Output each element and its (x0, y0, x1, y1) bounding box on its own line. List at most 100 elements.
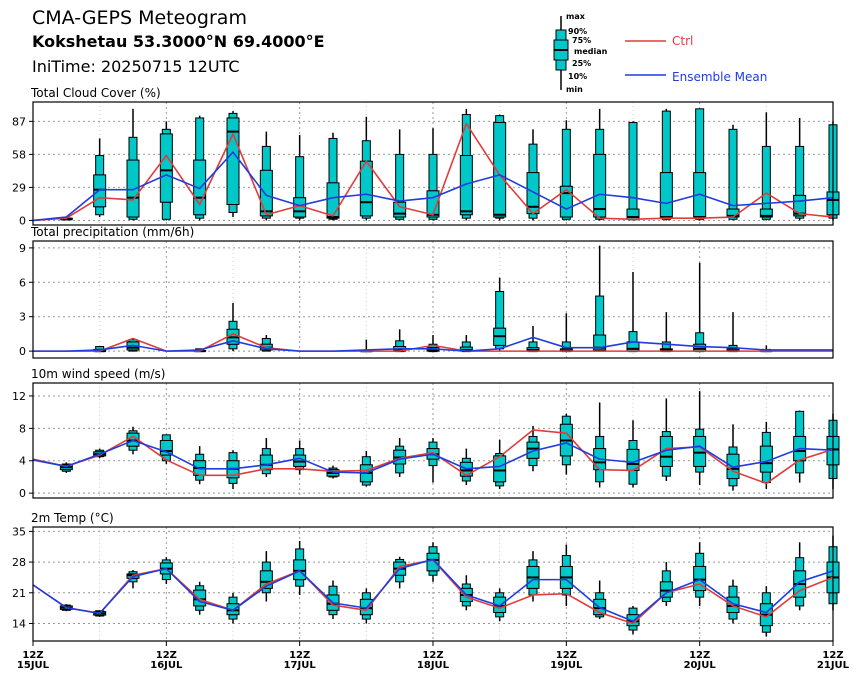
box-upper-tail (395, 153, 405, 203)
box-lower-tail (395, 463, 405, 474)
panel-2: Total precipitation (mm/6h) 0 3 6 9 (19, 225, 834, 359)
box-lower-tail (695, 465, 705, 473)
box-plot (793, 410, 807, 483)
box-upper-tail (595, 128, 605, 155)
box-lower-tail (195, 605, 205, 611)
box-upper-tail (495, 592, 505, 598)
box-plot (459, 335, 473, 353)
box-iqr (626, 614, 640, 627)
box-iqr (126, 159, 140, 218)
y-tick-label: 29 (12, 181, 26, 194)
box-iqr (326, 182, 340, 219)
box-plot (426, 542, 440, 582)
x-tick-label-date: 20JUL (684, 660, 717, 671)
box-lower-tail (695, 590, 705, 598)
box-upper-tail (461, 583, 471, 589)
box-iqr (93, 174, 107, 208)
box-upper-tail (228, 596, 238, 605)
box-iqr (659, 172, 673, 219)
box-lower-tail (528, 587, 538, 596)
box-upper-tail (361, 592, 371, 600)
x-tick-label-date: 16JUL (150, 660, 183, 671)
box-plot (93, 138, 107, 218)
y-tick-label: 6 (19, 276, 26, 289)
box-upper-tail (461, 341, 471, 348)
x-tick-label-date: 18JUL (417, 660, 450, 671)
box-plot (659, 312, 673, 353)
box-plot (793, 117, 807, 221)
box-upper-tail (628, 331, 638, 343)
y-tick-label: 9 (19, 242, 26, 255)
box-iqr (593, 334, 607, 351)
panel-1: Total Cloud Cover (%) 0 29 58 87 (12, 86, 840, 227)
legend-p90: 90% (568, 27, 587, 36)
box-upper-tail (728, 446, 738, 455)
box-upper-tail (128, 136, 138, 161)
box-plot (659, 562, 673, 606)
box-lower-tail (161, 573, 171, 581)
y-tick-label: 0 (19, 214, 26, 227)
box-lower-tail (461, 475, 471, 482)
legend-mean-label: Ensemble Mean (672, 70, 767, 84)
box-plot (593, 245, 607, 352)
box-upper-tail (661, 431, 671, 437)
box-plot (159, 121, 173, 221)
box-lower-tail (361, 614, 371, 620)
box-upper-tail (728, 128, 738, 210)
x-tick-label-date: 21JUL (817, 660, 850, 671)
box-iqr (393, 201, 407, 218)
box-plot (259, 438, 273, 477)
box-upper-tail (695, 108, 705, 174)
box-upper-tail (761, 145, 771, 210)
box-upper-tail (461, 114, 471, 157)
y-tick-label: 8 (19, 422, 26, 435)
chart-title: CMA-GEPS Meteogram (32, 7, 247, 29)
box-upper-tail (761, 592, 771, 605)
box-plot (259, 551, 273, 602)
x-tick-label-hour: 12Z (422, 650, 443, 661)
box-iqr (293, 559, 307, 581)
box-plot (726, 424, 740, 491)
box-plot (759, 421, 773, 490)
y-tick-label: 21 (12, 587, 26, 600)
box-upper-tail (295, 548, 305, 561)
box-iqr (559, 185, 573, 218)
box-lower-tail (761, 625, 771, 633)
box-upper-tail (695, 428, 705, 437)
box-upper-tail (195, 117, 205, 161)
box-plot (526, 425, 540, 472)
box-iqr (493, 122, 507, 218)
legend-max: max (566, 12, 586, 21)
box-upper-tail (795, 557, 805, 572)
box-upper-tail (295, 156, 305, 199)
box-upper-tail (528, 341, 538, 349)
legend-median: median (574, 47, 608, 56)
init-time-line: IniTime: 20250715 12UTC (32, 57, 240, 76)
box-plot (493, 114, 507, 221)
box-plot (693, 262, 707, 353)
box-plot (759, 112, 773, 221)
box-lower-tail (461, 601, 471, 607)
box-upper-tail (728, 585, 738, 598)
location-line: Kokshetau 53.3000°N 69.4000°E (32, 32, 325, 51)
box-iqr (259, 454, 273, 471)
box-lower-tail (261, 469, 271, 475)
box-lower-tail (228, 477, 238, 484)
box-iqr (693, 435, 707, 467)
box-upper-tail (228, 112, 238, 119)
box-upper-tail (461, 457, 471, 463)
box-lower-tail (161, 201, 171, 220)
y-tick-label: 0 (19, 345, 26, 358)
box-upper-tail (561, 555, 571, 567)
box-lower-tail (495, 612, 505, 618)
box-upper-tail (528, 143, 538, 174)
box-iqr (593, 153, 607, 218)
box-lower-tail (95, 206, 105, 216)
box-upper-tail (395, 445, 405, 451)
panel-frame (32, 382, 834, 499)
x-tick-label-hour: 12Z (156, 650, 177, 661)
ensemble-mean-line (32, 151, 834, 222)
legend-p25: 25% (572, 59, 591, 68)
box-lower-tail (195, 214, 205, 219)
box-upper-tail (661, 110, 671, 174)
